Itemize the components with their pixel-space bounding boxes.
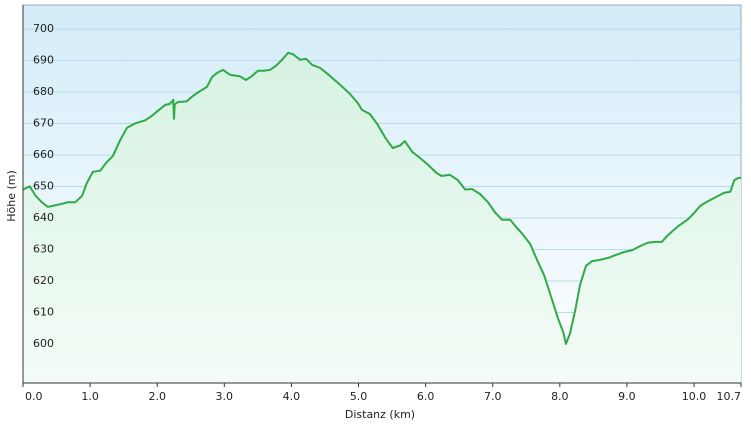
y-tick-label: 680 [33,85,54,98]
area-fill [23,52,741,384]
x-tick-label: 5.0 [350,390,368,403]
y-tick-label: 640 [33,211,54,224]
x-tick-label: 10.0 [682,390,707,403]
elevation-line [22,51,741,345]
y-tick-label: 620 [33,274,54,287]
y-axis-label: Höhe (m) [5,170,18,222]
x-tick-label: 9.0 [618,390,636,403]
y-tick-label: 700 [33,22,54,35]
x-tick-label: 4.0 [283,390,301,403]
x-axis-label: Distanz (km) [345,408,415,421]
x-tick-label: 2.0 [148,390,166,403]
x-tick-label: 1.0 [81,390,99,403]
y-tick-label: 610 [33,305,54,318]
y-tick-label: 660 [33,148,54,161]
y-tick-label: 670 [33,116,54,129]
x-tick-label: 6.0 [417,390,435,403]
x-tick-label: 3.0 [216,390,234,403]
x-tick-label: 0.0 [25,390,43,403]
x-tick-label: 8.0 [551,390,569,403]
x-tick-label: 10.7 [717,390,742,403]
y-tick-label: 600 [33,337,54,350]
y-tick-label: 650 [33,179,54,192]
y-tick-label: 630 [33,242,54,255]
x-tick-label: 7.0 [484,390,502,403]
y-tick-label: 690 [33,53,54,66]
